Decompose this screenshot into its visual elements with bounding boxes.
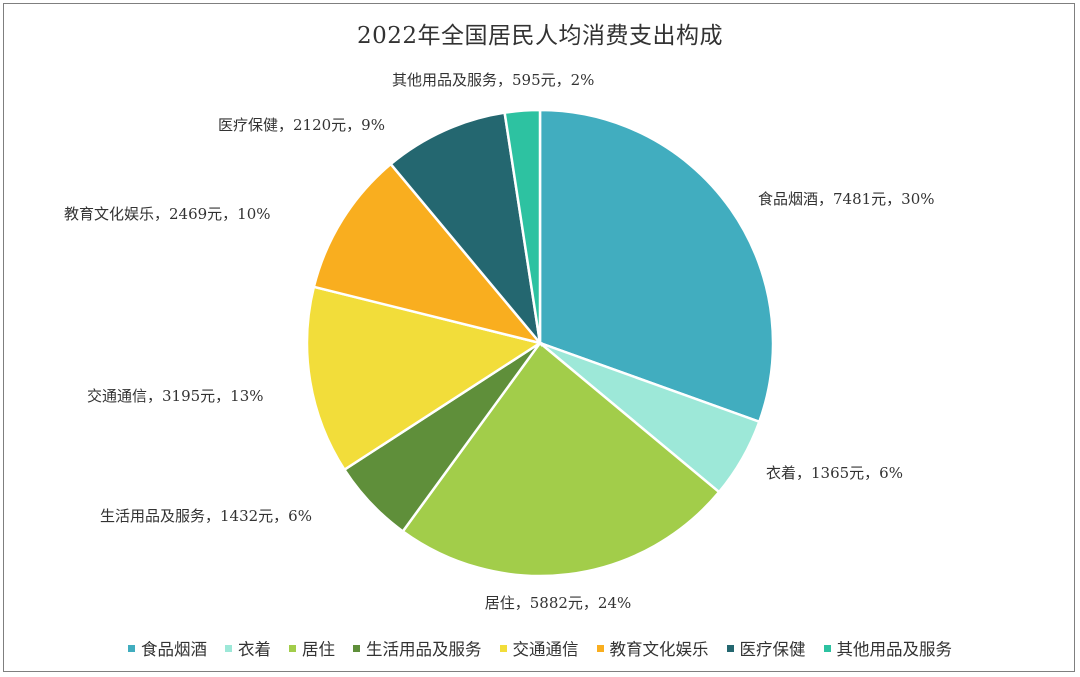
legend-label: 衣着 bbox=[238, 640, 271, 659]
data-label-6: 教育文化娱乐，2469元，10% bbox=[64, 205, 271, 223]
legend-swatch bbox=[353, 644, 360, 652]
legend-label: 居住 bbox=[302, 640, 335, 659]
legend-label: 其他用品及服务 bbox=[836, 640, 953, 659]
data-label-5: 交通通信，3195元，13% bbox=[87, 387, 264, 405]
pie-slice-3 bbox=[401, 341, 721, 578]
legend-item-3: 居住 bbox=[289, 636, 335, 660]
legend-item-7: 医疗保健 bbox=[726, 636, 806, 660]
legend-swatch bbox=[499, 644, 507, 652]
pie-slice-1 bbox=[538, 108, 775, 424]
legend-item-8: 其他用品及服务 bbox=[823, 636, 953, 660]
legend-label: 医疗保健 bbox=[739, 640, 806, 659]
data-label-7: 医疗保健，2120元，9% bbox=[218, 116, 385, 134]
legend-item-1: 食品烟酒 bbox=[128, 636, 207, 660]
pie-slice-6 bbox=[312, 162, 544, 346]
data-label-4: 生活用品及服务，1432元，6% bbox=[100, 507, 312, 525]
legend-swatch bbox=[225, 644, 232, 652]
legend-label: 交通通信 bbox=[512, 640, 579, 659]
legend-label: 生活用品及服务 bbox=[366, 640, 482, 659]
chart-title: 2022年全国居民人均消费支出构成 bbox=[356, 23, 724, 49]
legend-label: 食品烟酒 bbox=[141, 640, 207, 659]
data-label-2: 衣着，1365元，6% bbox=[766, 464, 903, 482]
pie-slice-8 bbox=[503, 108, 542, 344]
legend-swatch bbox=[726, 644, 734, 652]
chart-legend: 食品烟酒 衣着 居住 生活用品及服务 交通通信 教育文化娱乐 医疗保健 其他用品及服务 bbox=[0, 636, 1080, 660]
legend-item-5: 交通通信 bbox=[499, 636, 579, 660]
data-label-3: 居住，5882元，24% bbox=[485, 594, 632, 612]
legend-item-6: 教育文化娱乐 bbox=[596, 636, 709, 660]
legend-swatch bbox=[823, 644, 831, 652]
legend-swatch bbox=[289, 644, 296, 652]
pie-slice-5 bbox=[305, 285, 544, 472]
legend-item-2: 衣着 bbox=[225, 636, 271, 660]
pie-slice-7 bbox=[388, 111, 542, 348]
data-label-1: 食品烟酒，7481元，30% bbox=[758, 190, 935, 208]
legend-item-4: 生活用品及服务 bbox=[353, 636, 482, 660]
legend-swatch bbox=[596, 644, 604, 652]
legend-swatch bbox=[128, 644, 135, 652]
legend-label: 教育文化娱乐 bbox=[609, 640, 709, 659]
data-label-8: 其他用品及服务，595元，2% bbox=[392, 71, 594, 89]
